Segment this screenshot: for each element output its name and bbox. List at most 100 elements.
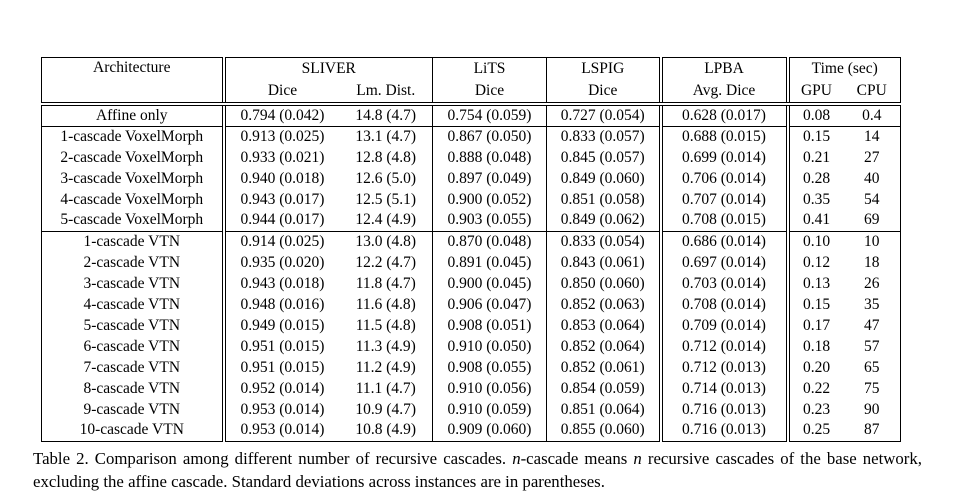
cell-value: 35 (864, 295, 880, 313)
cell-value: 0.845 (0.057) (546, 147, 661, 168)
table-caption: Table 2. Comparison among different numb… (33, 448, 922, 493)
cell-value: 0.953 (0.014) (221, 420, 340, 441)
cell-value: 0.13 (785, 273, 844, 294)
cell-value: 18 (864, 253, 880, 271)
header-lits: LiTS (432, 57, 547, 81)
cell-value: 0.41 (785, 210, 844, 231)
cell-value: 57 (864, 337, 880, 355)
cell-value: 0.708 (0.014) (658, 294, 788, 315)
cell-value: 0.849 (0.060) (546, 168, 661, 189)
header-lspig: LSPIG (546, 57, 661, 81)
cell-value: 0.18 (785, 336, 844, 357)
results-table-container: Architecture SLIVER LiTS LSPIG LPBA Time… (41, 57, 901, 442)
table-row: 5-cascade VTN 0.949 (0.015) 11.5 (4.8) 0.90… (42, 315, 901, 336)
cell-value: 0.712 (0.013) (658, 357, 788, 378)
cell-value: 12.6 (5.0) (355, 169, 417, 187)
cell-architecture: 4-cascade VTN (83, 295, 181, 313)
cell-value: 0.15 (785, 125, 844, 147)
caption-text: -cascade means (520, 449, 634, 468)
cell-value: 12.2 (4.7) (355, 253, 417, 271)
results-table-body: Affine only 0.794 (0.042) 14.8 (4.7) 0.754 … (41, 103, 901, 441)
cell-architecture: 1-cascade VTN (41, 230, 224, 252)
cell-value: 0.900 (0.045) (432, 273, 547, 294)
cell-value: 11.3 (4.9) (355, 337, 416, 355)
cell-architecture: 7-cascade VTN (83, 358, 181, 376)
table-row: 9-cascade VTN 0.953 (0.014) 10.9 (4.7) 0.91… (42, 399, 901, 420)
table-row: 4-cascade VoxelMorph 0.943 (0.017) 12.5 (5… (42, 189, 901, 210)
cell-value: 0.910 (0.050) (432, 336, 547, 357)
cell-value: 0.20 (785, 357, 844, 378)
cell-value: 0.906 (0.047) (432, 294, 547, 315)
table-row: Affine only 0.794 (0.042) 14.8 (4.7) 0.754 … (42, 103, 901, 126)
cell-value: 0.903 (0.055) (432, 210, 547, 231)
cell-value: 0.944 (0.017) (221, 210, 340, 231)
cell-value: 0.853 (0.064) (546, 315, 661, 336)
cell-value: 87 (864, 421, 880, 439)
header-sliver: SLIVER (221, 57, 433, 81)
cell-value: 0.851 (0.064) (546, 399, 661, 420)
cell-value: 0.714 (0.013) (658, 378, 788, 399)
cell-value: 0.852 (0.061) (546, 357, 661, 378)
header-lspig-dice: Dice (546, 80, 661, 106)
header-lpba-avg-dice: Avg. Dice (658, 80, 788, 106)
cell-value: 54 (864, 190, 880, 208)
cell-value: 0.727 (0.054) (546, 103, 661, 126)
caption-math-n: n (512, 449, 521, 468)
cell-architecture: 1-cascade VoxelMorph (41, 125, 224, 147)
cell-value: 0.699 (0.014) (658, 147, 788, 168)
cell-value: 0.25 (785, 420, 844, 441)
cell-value: 0.914 (0.025) (221, 230, 340, 252)
cell-value: 0.948 (0.016) (221, 294, 340, 315)
cell-value: 11.5 (4.8) (355, 316, 416, 334)
cell-value: 0.21 (785, 147, 844, 168)
cell-value: 0.900 (0.052) (432, 189, 547, 210)
cell-value: 11.6 (4.8) (355, 295, 416, 313)
cell-value: 0.910 (0.059) (432, 399, 547, 420)
cell-architecture: 3-cascade VTN (83, 274, 181, 292)
cell-value: 69 (864, 211, 880, 229)
cell-value: 0.833 (0.057) (546, 125, 661, 147)
table-row: 2-cascade VoxelMorph 0.933 (0.021) 12.8 (4… (42, 147, 901, 168)
cell-value: 11.8 (4.7) (355, 274, 416, 292)
cell-value: 10 (843, 230, 901, 252)
results-table: Architecture SLIVER LiTS LSPIG LPBA Time… (41, 57, 901, 442)
cell-value: 0.891 (0.045) (432, 252, 547, 273)
cell-value: 0.852 (0.064) (546, 336, 661, 357)
cell-value: 0.688 (0.015) (658, 125, 788, 147)
cell-value: 0.794 (0.042) (221, 103, 340, 126)
cell-value: 0.933 (0.021) (221, 147, 340, 168)
cell-value: 0.850 (0.060) (546, 273, 661, 294)
table-row: 7-cascade VTN 0.951 (0.015) 11.2 (4.9) 0.90… (42, 357, 901, 378)
cell-value: 0.716 (0.013) (658, 420, 788, 441)
cell-value: 0.949 (0.015) (221, 315, 340, 336)
cell-value: 0.754 (0.059) (432, 103, 547, 126)
cell-value: 0.15 (785, 294, 844, 315)
cell-value: 0.870 (0.048) (432, 230, 547, 252)
cell-architecture: 10-cascade VTN (79, 421, 184, 439)
caption-math-n: n (633, 449, 642, 468)
cell-value: 13.0 (4.8) (339, 230, 433, 252)
cell-value: 0.843 (0.061) (546, 252, 661, 273)
cell-architecture: 2-cascade VoxelMorph (60, 148, 204, 166)
header-row-subcolumns: Dice Lm. Dist. Dice Dice Avg. Dice GPU C… (42, 80, 901, 106)
cell-architecture: 6-cascade VTN (83, 337, 181, 355)
table-row: 3-cascade VTN 0.943 (0.018) 11.8 (4.7) 0.90… (42, 273, 901, 294)
header-sliver-lm-dist: Lm. Dist. (339, 80, 433, 106)
table-row: 10-cascade VTN 0.953 (0.014) 10.8 (4.9) 0.9… (42, 420, 901, 441)
cell-architecture: 3-cascade VoxelMorph (60, 169, 204, 187)
cell-value: 0.23 (785, 399, 844, 420)
header-lpba: LPBA (658, 57, 788, 81)
table-row: 4-cascade VTN 0.948 (0.016) 11.6 (4.8) 0.90… (42, 294, 901, 315)
cell-value: 0.953 (0.014) (221, 399, 340, 420)
cell-value: 0.849 (0.062) (546, 210, 661, 231)
cell-value: 0.908 (0.051) (432, 315, 547, 336)
cell-value: 0.22 (785, 378, 844, 399)
caption-text: recursive cascades of the base network, … (33, 449, 922, 491)
cell-value: 40 (864, 169, 880, 187)
cell-architecture: Affine only (95, 106, 168, 124)
cell-value: 12.4 (4.9) (355, 211, 417, 229)
cell-value: 0.943 (0.017) (221, 189, 340, 210)
table-row: 1-cascade VTN 0.914 (0.025) 13.0 (4.8) 0.87… (41, 230, 901, 252)
cell-value: 0.697 (0.014) (658, 252, 788, 273)
cell-value: 47 (864, 316, 880, 334)
